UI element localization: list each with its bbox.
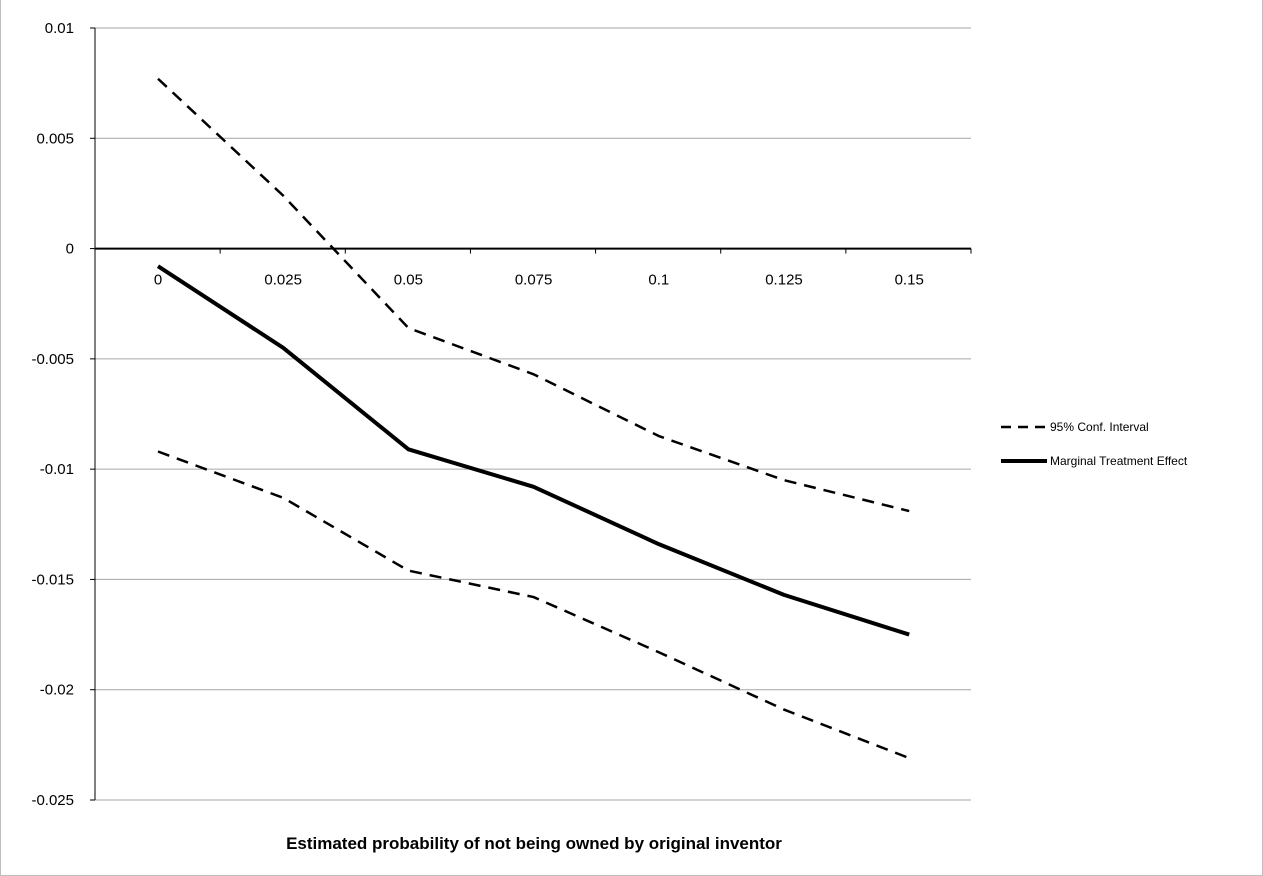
gridlines: [94, 27, 971, 801]
x-tick-label: 0.025: [264, 272, 302, 289]
y-tick-label: -0.01: [40, 461, 74, 478]
ci-lower-line: [157, 450, 910, 760]
x-tick-label: 0.075: [515, 272, 553, 289]
y-tick-label: -0.015: [31, 571, 74, 588]
x-tick-label: 0.15: [895, 272, 924, 289]
ci-upper-line: [157, 77, 910, 513]
x-tick-label: 0.05: [394, 272, 423, 289]
marginal-treatment-effect-line: [156, 264, 910, 637]
x-tick-label: 0.125: [765, 272, 803, 289]
y-tick-label: 0.01: [45, 20, 74, 37]
y-tick-label: -0.025: [31, 792, 74, 809]
legend-label-mte: Marginal Treatment Effect: [1050, 454, 1188, 468]
series-lines: [156, 77, 910, 760]
legend-label-ci: 95% Conf. Interval: [1050, 420, 1149, 434]
y-tick-label: -0.005: [31, 351, 74, 368]
x-tick-label: 0.1: [648, 272, 669, 289]
y-axis-ticks: 0.01 0.005 0 -0.005 -0.01 -0.015 -0.02 -0.025: [31, 20, 95, 809]
y-tick-label: 0.005: [36, 130, 74, 147]
x-axis-label: Estimated probability of not being owned…: [286, 834, 782, 853]
legend: 95% Conf. Interval Marginal Treatment Ef…: [1001, 420, 1188, 468]
x-axis-ticks: 0 0.025 0.05 0.075 0.1 0.125 0.15: [94, 248, 972, 289]
y-tick-label: 0: [66, 241, 74, 258]
x-tick-label: 0: [154, 272, 162, 289]
y-tick-label: -0.02: [40, 682, 74, 699]
